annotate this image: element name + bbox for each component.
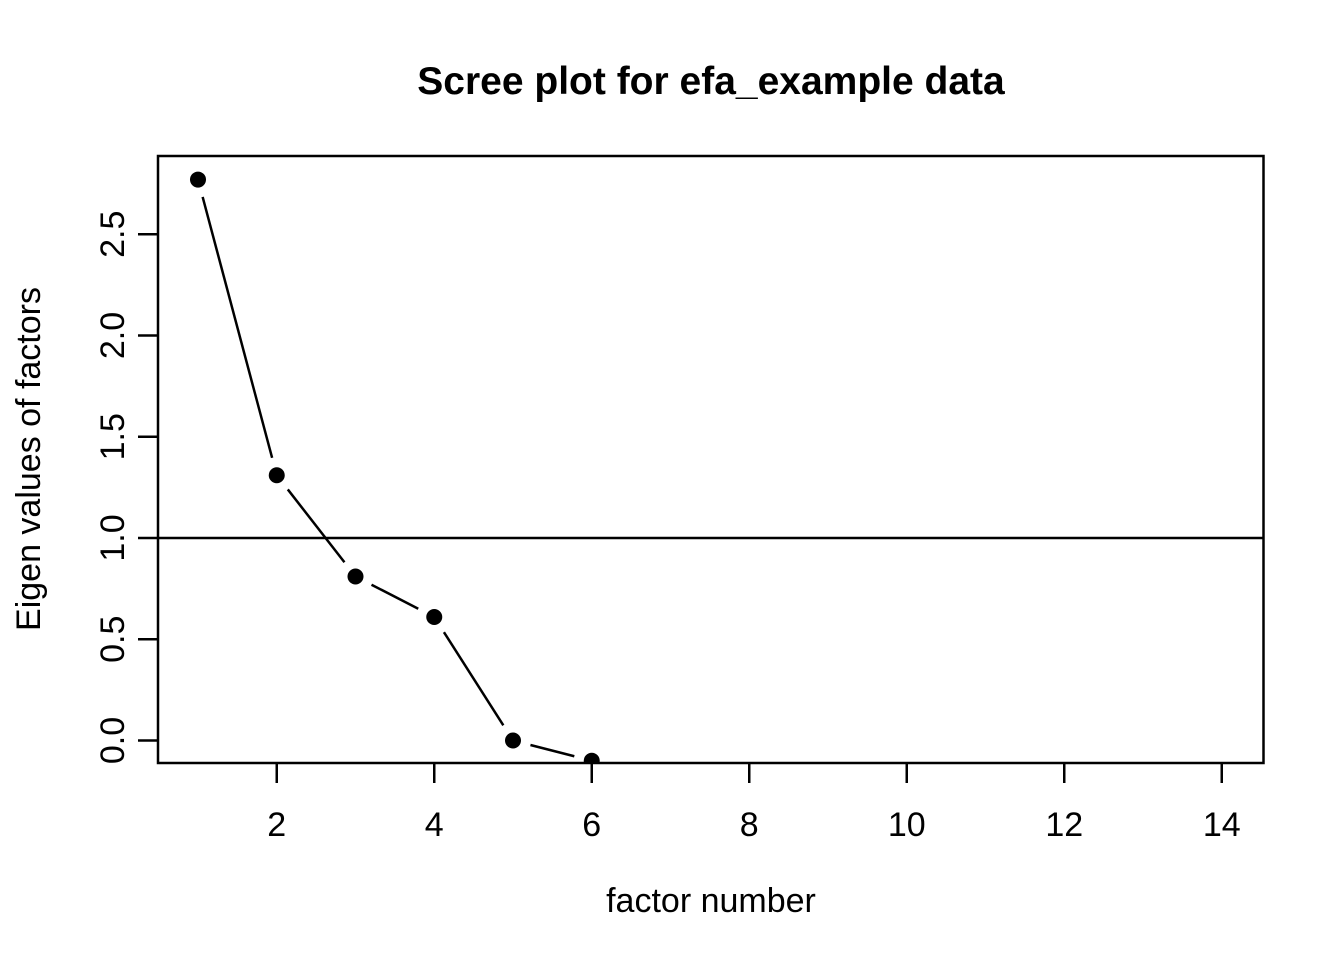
x-tick-label: 2: [267, 806, 286, 844]
plot-box: [156, 154, 1265, 765]
x-tick-label: 10: [888, 806, 926, 844]
data-point-marker: [583, 752, 600, 763]
y-tick-label: 0.0: [94, 717, 132, 764]
series-line-segment: [201, 196, 274, 459]
x-tick-label: 8: [740, 806, 759, 844]
y-axis-ticks: 0.0 0.5 1.0 1.5 2.0 2.5: [94, 211, 158, 764]
y-tick-label: 1.0: [94, 514, 132, 561]
series-line-segment: [286, 488, 346, 564]
x-axis-label: factor number: [606, 882, 816, 920]
series-line-segment: [530, 743, 575, 758]
x-tick-label: 12: [1045, 806, 1083, 844]
series-line-segment: [442, 631, 505, 726]
data-point-marker: [426, 608, 443, 625]
data-point-marker: [268, 467, 285, 484]
data-point-marker: [505, 732, 521, 749]
y-tick-label: 0.5: [94, 616, 132, 663]
x-axis-ticks: 2 4 6 8 10 12 14: [267, 763, 1241, 844]
x-tick-label: 4: [425, 806, 444, 844]
x-tick-label: 6: [582, 806, 601, 844]
series-line-segment: [370, 583, 419, 610]
data-point-marker: [190, 171, 206, 188]
x-tick-label: 14: [1203, 806, 1241, 844]
y-tick-label: 2.0: [94, 312, 132, 359]
y-tick-label: 1.5: [94, 413, 132, 460]
data-series: [190, 171, 600, 763]
y-tick-label: 2.5: [94, 211, 132, 258]
chart-title: Scree plot for efa_example data: [417, 60, 1005, 103]
y-axis-label: Eigen values of factors: [10, 287, 48, 631]
data-point-marker: [347, 568, 364, 585]
